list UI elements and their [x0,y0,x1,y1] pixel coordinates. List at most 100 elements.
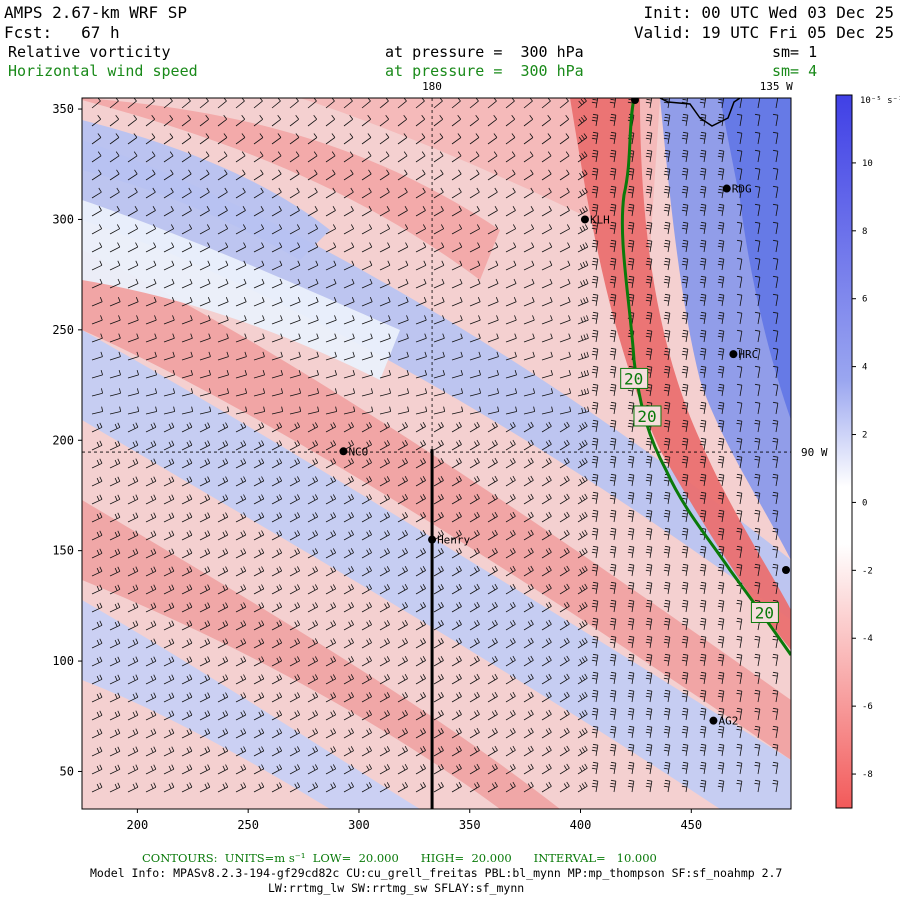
wind-barb-1459 [379,764,390,775]
wind-barb-1099 [217,602,229,613]
wind-barb-275 [127,224,139,235]
wind-barb-427 [754,275,761,289]
wind-barb-1336 [271,710,283,721]
wind-barb-1037 [505,565,516,577]
field2-smoothing: sm= 4 [772,62,818,80]
wind-barb-180 [523,169,534,181]
wind-barb-845 [559,475,570,487]
wind-barb-340 [591,239,599,253]
wind-barb-68 [609,113,617,127]
wind-barb-425 [717,275,725,289]
wind-barb-396 [199,278,211,289]
wind-barb-467 [772,293,779,307]
wind-barb-616 [645,365,653,379]
wind-barb-782 [127,458,139,469]
wind-barb-1060 [217,584,229,595]
wind-barb-290 [397,224,409,235]
wind-barb-49 [271,115,282,127]
wind-barb-256 [487,205,498,217]
wind-barb-1233 [523,655,534,667]
wind-barb-799 [433,457,444,469]
wind-barb-1380 [361,728,372,739]
wind-barb-1156 [541,619,552,631]
wind-barb-977 [127,548,139,559]
wind-barb-1143 [307,620,319,631]
wind-barb-360 [253,260,265,271]
wind-barb-922 [541,511,552,523]
wind-barb-700 [754,401,761,415]
wind-barb-1044 [627,563,635,577]
wind-barb-795 [361,458,372,469]
wind-barb-1014 [91,566,103,577]
wind-barb-312 [91,242,103,253]
wind-barb-804 [523,457,534,469]
wind-barb-1432 [591,743,599,757]
wind-barb-966 [627,527,635,541]
wind-barb-817 [754,455,761,469]
wind-barb-24 [523,98,533,109]
wind-barb-806 [559,457,570,469]
wind-barb-913 [379,512,390,523]
wind-barb-1302 [361,692,372,703]
wind-barb-547 [109,351,121,361]
wind-barb-292 [433,224,445,235]
wind-barb-407 [397,278,409,289]
wind-barb-100 [487,133,498,145]
wind-barb-682 [433,406,446,415]
wind-barb-17 [397,98,407,109]
wind-barb-85 [217,133,228,145]
wind-barb-227 [663,185,671,199]
wind-barb-1504 [487,781,498,793]
wind-barb-628 [163,388,175,397]
wind-barb-297 [523,224,535,235]
wind-barb-1124 [663,599,671,613]
wind-barb-66 [577,115,588,127]
wind-barb-575 [609,347,617,361]
wind-barb-1358 [663,707,671,721]
station-dot [428,535,437,544]
wind-barb-260 [559,205,570,217]
wind-barb-1135 [163,620,175,631]
wind-barb-734 [663,419,671,433]
wind-barb-233 [772,185,779,199]
wind-barb-715 [325,422,337,433]
wind-barb-560 [343,351,355,361]
wind-barb-1093 [109,602,121,613]
wind-barb-1461 [415,763,426,775]
wind-barb-553 [217,351,229,361]
wind-barb-887 [609,491,617,505]
wind-barb-77 [772,113,779,127]
wind-barb-232 [754,185,761,199]
wind-barb-745 [163,440,175,451]
wind-barb-897 [91,512,103,523]
wind-barb-1040 [559,565,570,577]
wind-barb-746 [181,440,193,451]
wind-barb-578 [663,347,671,361]
wind-barb-906 [253,512,265,523]
wind-barb-910 [325,512,337,523]
wind-barb-1085 [663,581,671,595]
wind-barb-404 [343,278,355,289]
wind-barb-60 [469,115,480,127]
wind-barb-1343 [397,710,408,721]
wind-barb-65 [559,115,570,127]
wind-barb-1312 [541,691,552,703]
wind-barb-499 [645,311,653,325]
wind-barb-1248 [91,674,103,685]
wind-barb-452 [505,297,517,307]
wind-barb-735 [681,419,689,433]
station-dot [580,215,589,224]
wind-barb-677 [343,406,356,415]
wind-barb-961 [541,529,552,541]
wind-barb-458 [609,293,617,307]
wind-barb-308 [717,221,725,235]
wind-barb-595 [271,369,283,379]
wind-barb-80 [127,133,138,145]
wind-barb-1098 [199,602,211,613]
wind-barb-983 [235,548,247,559]
contours-info: CONTOURS: UNITS=m s⁻¹ LOW= 20.000 HIGH= … [142,851,657,865]
wind-barb-945 [253,530,265,541]
wind-barb-1258 [271,674,283,685]
wind-barb-152 [717,149,725,163]
wind-barb-385 [699,257,707,271]
